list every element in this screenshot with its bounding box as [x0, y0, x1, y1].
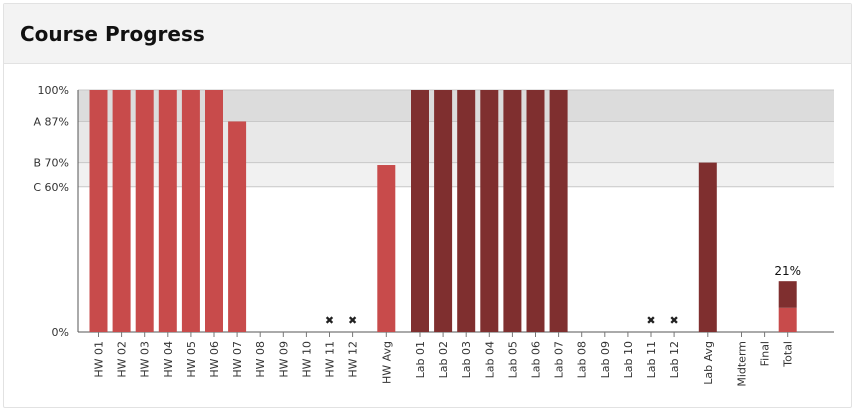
x-tick-label: Lab 12: [668, 341, 681, 378]
x-tick-label: HW 08: [254, 341, 267, 378]
x-tick-label: Lab 02: [437, 341, 450, 378]
x-tick-label: HW 10: [300, 341, 313, 378]
bar: [135, 90, 154, 332]
x-tick-label: HW 11: [324, 341, 337, 378]
x-tick-label: Lab 06: [530, 341, 543, 378]
x-tick-label: HW 05: [185, 341, 198, 378]
bar: [89, 90, 108, 332]
bar-total-lab: [778, 281, 797, 308]
grade-band: [78, 121, 834, 163]
x-tick-label: HW Avg: [380, 341, 393, 384]
panel-header: Course Progress: [4, 4, 851, 64]
bar: [503, 90, 522, 332]
x-tick-label: Lab 08: [576, 341, 589, 378]
grade-band: [78, 90, 834, 122]
x-tick-label: HW 04: [162, 341, 175, 378]
x-tick-label: Lab 11: [645, 341, 658, 378]
x-tick-label: Lab 09: [599, 341, 612, 378]
bar: [112, 90, 131, 332]
missing-mark: ✖: [669, 314, 678, 327]
bar: [480, 90, 499, 332]
x-tick-label: Lab 07: [553, 341, 566, 378]
x-tick-label: Lab 05: [506, 341, 519, 378]
bar: [698, 162, 717, 332]
missing-mark: ✖: [646, 314, 655, 327]
x-tick-label: HW 07: [231, 341, 244, 378]
x-tick-label: Lab 04: [483, 341, 496, 378]
y-tick-label: 0%: [52, 326, 69, 339]
x-tick-label: HW 09: [277, 341, 290, 378]
y-tick-label: A 87%: [34, 115, 69, 128]
panel-title: Course Progress: [20, 21, 205, 46]
x-tick-label: HW 03: [139, 341, 152, 378]
x-tick-label: HW 01: [93, 341, 106, 378]
bar: [434, 90, 453, 332]
x-tick-label: Final: [759, 341, 772, 366]
bar: [181, 90, 200, 332]
x-tick-label: Lab 01: [414, 341, 427, 378]
x-tick-label: Total: [782, 341, 795, 368]
bar: [549, 90, 568, 332]
x-tick-label: HW 06: [208, 341, 221, 378]
bar: [526, 90, 545, 332]
bar: [158, 90, 177, 332]
y-tick-label: C 60%: [33, 181, 69, 194]
data-label: 21%: [774, 264, 801, 278]
missing-mark: ✖: [348, 314, 357, 327]
y-tick-label: B 70%: [34, 157, 70, 170]
missing-mark: ✖: [325, 314, 334, 327]
x-tick-label: Midterm: [736, 341, 749, 387]
bar: [205, 90, 223, 332]
x-tick-label: Lab 10: [622, 341, 635, 378]
x-tick-label: Lab 03: [460, 341, 473, 378]
x-tick-label: HW 02: [116, 341, 129, 378]
bar: [411, 90, 429, 332]
x-tick-label: HW 12: [347, 341, 360, 378]
y-tick-label: 100%: [38, 84, 69, 97]
bar: [228, 121, 247, 333]
bar: [457, 90, 476, 332]
bar: [377, 165, 396, 332]
bar-total-homework: [778, 307, 797, 332]
x-tick-label: Lab Avg: [702, 341, 715, 385]
